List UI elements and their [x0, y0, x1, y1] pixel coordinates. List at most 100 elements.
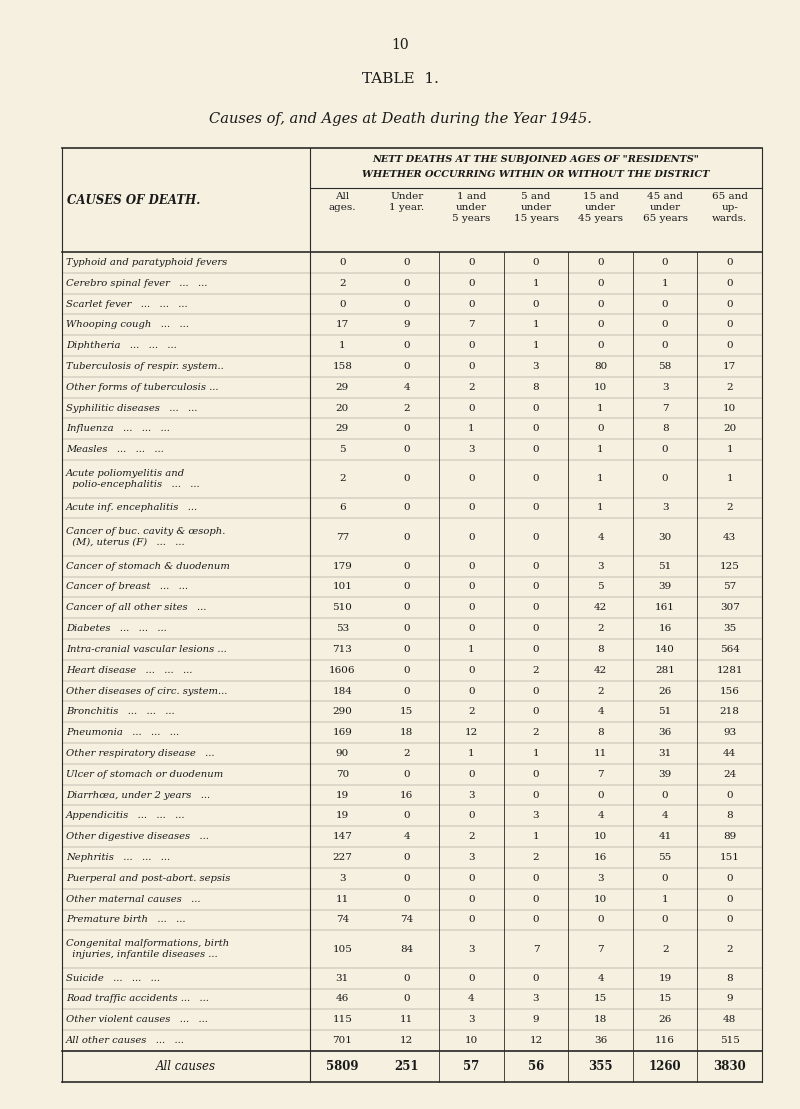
Text: 26: 26: [658, 1015, 672, 1025]
Text: 0: 0: [403, 342, 410, 350]
Text: 93: 93: [723, 729, 736, 737]
Text: 0: 0: [598, 258, 604, 267]
Text: 1: 1: [533, 321, 539, 329]
Text: 0: 0: [533, 445, 539, 455]
Text: 2: 2: [339, 278, 346, 287]
Text: 26: 26: [658, 686, 672, 695]
Text: 15 and
under
45 years: 15 and under 45 years: [578, 192, 623, 223]
Text: 101: 101: [332, 582, 352, 591]
Text: 20: 20: [723, 425, 736, 434]
Text: 0: 0: [403, 299, 410, 308]
Text: 0: 0: [403, 624, 410, 633]
Text: Cerebro spinal fever   ...   ...: Cerebro spinal fever ... ...: [66, 278, 207, 287]
Text: Other maternal causes   ...: Other maternal causes ...: [66, 895, 201, 904]
Text: 45 and
under
65 years: 45 and under 65 years: [642, 192, 688, 223]
Text: 10: 10: [723, 404, 736, 413]
Text: 0: 0: [726, 258, 733, 267]
Text: 46: 46: [336, 995, 349, 1004]
Text: 1: 1: [662, 278, 669, 287]
Text: 0: 0: [468, 770, 474, 779]
Text: 0: 0: [533, 708, 539, 716]
Text: 0: 0: [533, 404, 539, 413]
Text: 1: 1: [598, 475, 604, 484]
Text: 8: 8: [662, 425, 669, 434]
Text: 51: 51: [658, 708, 672, 716]
Text: 0: 0: [598, 425, 604, 434]
Text: 0: 0: [533, 582, 539, 591]
Text: 4: 4: [598, 974, 604, 983]
Text: 74: 74: [336, 915, 349, 925]
Text: 0: 0: [468, 974, 474, 983]
Text: 0: 0: [468, 874, 474, 883]
Text: 9: 9: [403, 321, 410, 329]
Text: WHETHER OCCURRING WITHIN OR WITHOUT THE DISTRICT: WHETHER OCCURRING WITHIN OR WITHOUT THE …: [362, 170, 710, 179]
Text: 84: 84: [400, 945, 414, 954]
Text: All
ages.: All ages.: [329, 192, 356, 212]
Text: 2: 2: [726, 503, 733, 512]
Text: 0: 0: [403, 278, 410, 287]
Text: 3830: 3830: [714, 1060, 746, 1074]
Text: Causes of, and Ages at Death during the Year 1945.: Causes of, and Ages at Death during the …: [209, 112, 591, 126]
Text: 5809: 5809: [326, 1060, 358, 1074]
Text: TABLE  1.: TABLE 1.: [362, 72, 438, 87]
Text: 11: 11: [400, 1015, 414, 1025]
Text: 307: 307: [720, 603, 740, 612]
Text: 2: 2: [662, 945, 669, 954]
Text: 30: 30: [658, 532, 672, 541]
Text: 0: 0: [468, 686, 474, 695]
Text: 15: 15: [400, 708, 414, 716]
Text: 0: 0: [468, 475, 474, 484]
Text: Road traffic accidents ...   ...: Road traffic accidents ... ...: [66, 995, 209, 1004]
Text: 89: 89: [723, 832, 736, 842]
Text: 90: 90: [336, 749, 349, 757]
Text: Diphtheria   ...   ...   ...: Diphtheria ... ... ...: [66, 342, 177, 350]
Text: Intra-cranial vascular lesions ...: Intra-cranial vascular lesions ...: [66, 645, 226, 654]
Text: 0: 0: [403, 665, 410, 674]
Text: 8: 8: [726, 974, 733, 983]
Text: 0: 0: [468, 532, 474, 541]
Text: 0: 0: [403, 532, 410, 541]
Text: 1: 1: [598, 503, 604, 512]
Text: 57: 57: [463, 1060, 479, 1074]
Text: Acute poliomyelitis and
  polio-encephalitis   ...   ...: Acute poliomyelitis and polio-encephalit…: [66, 469, 200, 489]
Text: 0: 0: [662, 791, 669, 800]
Text: 10: 10: [594, 832, 607, 842]
Text: 9: 9: [726, 995, 733, 1004]
Text: Heart disease   ...   ...   ...: Heart disease ... ... ...: [66, 665, 192, 674]
Text: Diabetes   ...   ...   ...: Diabetes ... ... ...: [66, 624, 166, 633]
Text: Syphilitic diseases   ...   ...: Syphilitic diseases ... ...: [66, 404, 198, 413]
Text: 116: 116: [655, 1036, 675, 1045]
Text: Other forms of tuberculosis ...: Other forms of tuberculosis ...: [66, 383, 218, 391]
Text: 3: 3: [598, 874, 604, 883]
Text: 2: 2: [598, 624, 604, 633]
Text: 12: 12: [465, 729, 478, 737]
Text: 11: 11: [594, 749, 607, 757]
Text: 0: 0: [726, 791, 733, 800]
Text: 0: 0: [468, 342, 474, 350]
Text: 6: 6: [339, 503, 346, 512]
Text: 0: 0: [403, 770, 410, 779]
Text: 0: 0: [403, 561, 410, 571]
Text: CAUSES OF DEATH.: CAUSES OF DEATH.: [67, 193, 200, 206]
Text: 18: 18: [594, 1015, 607, 1025]
Text: 0: 0: [468, 278, 474, 287]
Text: 0: 0: [468, 404, 474, 413]
Text: 7: 7: [598, 945, 604, 954]
Text: 510: 510: [332, 603, 352, 612]
Text: 53: 53: [336, 624, 349, 633]
Text: 0: 0: [533, 915, 539, 925]
Text: 0: 0: [403, 258, 410, 267]
Text: Diarrhœa, under 2 years   ...: Diarrhœa, under 2 years ...: [66, 791, 210, 800]
Text: 1: 1: [598, 404, 604, 413]
Text: 55: 55: [658, 853, 672, 862]
Text: 125: 125: [720, 561, 740, 571]
Text: Cancer of all other sites   ...: Cancer of all other sites ...: [66, 603, 206, 612]
Text: 0: 0: [403, 582, 410, 591]
Text: 2: 2: [403, 404, 410, 413]
Text: 0: 0: [468, 582, 474, 591]
Text: All causes: All causes: [156, 1060, 216, 1074]
Text: 701: 701: [332, 1036, 352, 1045]
Text: Cancer of stomach & duodenum: Cancer of stomach & duodenum: [66, 561, 230, 571]
Text: 7: 7: [468, 321, 474, 329]
Text: 1: 1: [533, 342, 539, 350]
